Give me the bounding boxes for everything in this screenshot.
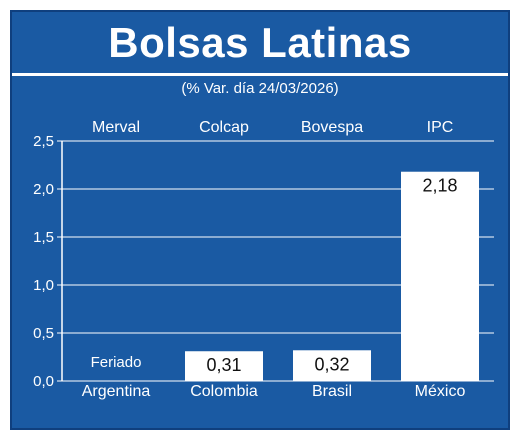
chart-title: Bolsas Latinas (108, 18, 412, 66)
y-tick-label: 1,5 (33, 229, 54, 246)
y-tick-label: 1,0 (33, 277, 54, 294)
bar-value-label: 2,18 (422, 176, 457, 196)
chart-frame: Bolsas Latinas (% Var. día 24/03/2026) 0… (10, 10, 510, 430)
bar-chart: 0,0 0,5 1,0 1,5 2,0 2,5 Merval Argentina Feriado… (33, 119, 494, 400)
chart-subtitle: (% Var. día 24/03/2026) (181, 80, 339, 97)
category-label: Brasil (312, 383, 352, 400)
y-tick-label: 0,5 (33, 325, 54, 342)
index-name-label: Merval (92, 119, 140, 136)
category-label: Argentina (82, 383, 151, 400)
index-name-label: Colcap (199, 119, 249, 136)
bar-value-label: 0,31 (206, 355, 241, 375)
index-name-label: IPC (427, 119, 454, 136)
title-box: Bolsas Latinas (12, 12, 508, 76)
bar-value-label: 0,32 (314, 354, 349, 374)
category-label: Colombia (190, 383, 258, 400)
bar (293, 350, 371, 381)
bar (185, 351, 263, 381)
y-tick-label: 2,0 (33, 181, 54, 198)
bar-note-label: Feriado (91, 354, 142, 371)
y-tick-label: 0,0 (33, 373, 54, 390)
bar (401, 171, 479, 381)
index-name-label: Bovespa (301, 119, 363, 136)
y-tick-label: 2,5 (33, 133, 54, 150)
category-label: México (415, 383, 466, 400)
